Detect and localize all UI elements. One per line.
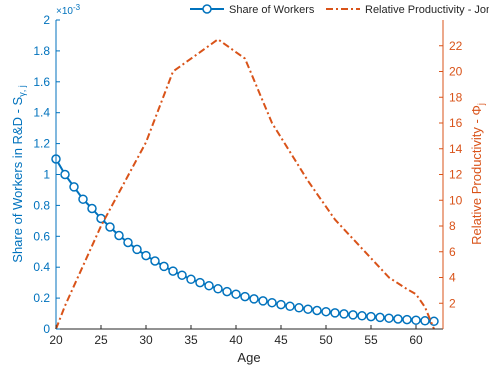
data-point	[330, 308, 340, 318]
axes-layer: 20 25 30 35 40 45 50 55 60 0 0.2 0.4 0.6 0.8 1 1.2 1.4 1.…	[33, 13, 462, 347]
data-point	[312, 305, 322, 316]
data-point	[141, 250, 151, 261]
y-tick-label-left: 1.2	[33, 137, 50, 151]
data-point	[321, 306, 331, 317]
data-point	[78, 194, 88, 204]
data-point	[69, 182, 79, 192]
data-point	[60, 169, 70, 180]
x-tick-label: 50	[319, 333, 333, 347]
data-point	[96, 213, 106, 224]
y-tick-label-right: 18	[449, 90, 463, 104]
y-axis-label-right: Relative Productivity - Φj	[469, 103, 486, 245]
y-tick-label-left: 0	[43, 322, 50, 336]
y-tick-label-right: 12	[449, 168, 463, 182]
data-point	[150, 256, 160, 266]
data-point	[294, 303, 304, 313]
data-point	[303, 304, 313, 314]
data-point	[105, 222, 115, 232]
legend-label-productivity: Relative Productivity - Jones(2010	[365, 4, 489, 16]
data-point	[195, 277, 205, 288]
legend: Share of Workers Relative Productivity -…	[190, 4, 489, 16]
y-axis-label-right-main: Relative Productivity - Φ	[469, 105, 484, 245]
data-point	[123, 237, 133, 248]
legend-label-share: Share of Workers	[229, 4, 315, 16]
data-point	[267, 297, 277, 308]
x-axis-label: Age	[237, 350, 260, 365]
series-line-1	[55, 38, 435, 330]
y-tick-label-right: 8	[449, 219, 456, 233]
x-tick-label: 45	[274, 333, 288, 347]
y-tick-label-right: 10	[449, 193, 463, 207]
data-point	[231, 289, 241, 299]
x-tick-label: 40	[229, 333, 243, 347]
data-point	[114, 230, 124, 241]
y-tick-label-left: 1.4	[33, 106, 50, 120]
data-point	[357, 311, 367, 321]
x-tick-label: 30	[139, 333, 153, 347]
x-tick-label: 25	[94, 333, 108, 347]
data-point	[249, 294, 259, 304]
y-tick-label-left: 0.6	[33, 229, 50, 243]
x-tick-label: 35	[184, 333, 198, 347]
data-point	[204, 280, 214, 291]
data-point	[276, 299, 286, 310]
y-tick-label-left: 1.8	[33, 44, 50, 58]
y-axis-label-left-sub: γ, j	[17, 85, 27, 97]
data-point	[213, 284, 223, 294]
data-point	[384, 313, 394, 323]
data-point	[339, 309, 349, 319]
data-point	[177, 270, 187, 280]
y-tick-label-left: 2	[43, 13, 50, 27]
y-tick-label-right: 20	[449, 65, 463, 79]
x-tick-label: 60	[409, 333, 423, 347]
data-point	[159, 261, 169, 272]
series-layer	[51, 38, 439, 330]
y-tick-label-right: 6	[449, 245, 456, 259]
data-point	[168, 266, 178, 276]
data-point	[420, 316, 430, 326]
data-point	[222, 286, 232, 297]
y-axis-label-left-main: Share of Workers in R&D - S	[10, 96, 25, 262]
x-tick-label: 55	[364, 333, 378, 347]
plot-area	[56, 20, 443, 329]
data-point	[240, 291, 250, 302]
left-exponent-power: -3	[73, 3, 81, 12]
y-tick-label-right: 14	[449, 142, 463, 156]
y-axis-label-right-sub: j	[476, 103, 486, 106]
left-exponent-base: ×10	[56, 6, 73, 17]
left-exponent-label: ×10-3	[56, 3, 81, 17]
data-point	[285, 301, 295, 312]
y-tick-label-right: 22	[449, 39, 463, 53]
data-point	[366, 311, 376, 322]
data-point	[411, 315, 421, 325]
data-point	[393, 314, 403, 324]
x-tick-label: 20	[49, 333, 63, 347]
y-tick-label-left: 1.6	[33, 75, 50, 89]
data-point	[186, 274, 196, 285]
y-tick-label-left: 0.4	[33, 260, 50, 274]
legend-marker-share	[202, 4, 212, 14]
data-point	[375, 312, 385, 323]
y-tick-label-right: 2	[449, 296, 456, 310]
y-tick-label-left: 0.8	[33, 198, 50, 212]
data-point	[132, 244, 142, 255]
data-point	[402, 314, 412, 325]
y-axis-label-left: Share of Workers in R&D - Sγ, j	[10, 85, 27, 262]
data-point	[348, 310, 358, 320]
y-tick-label-right: 4	[449, 271, 456, 285]
data-point	[87, 203, 97, 214]
y-tick-label-left: 1	[43, 168, 50, 182]
y-tick-label-right: 16	[449, 116, 463, 130]
data-point	[258, 296, 268, 306]
y-tick-label-left: 0.2	[33, 291, 50, 305]
